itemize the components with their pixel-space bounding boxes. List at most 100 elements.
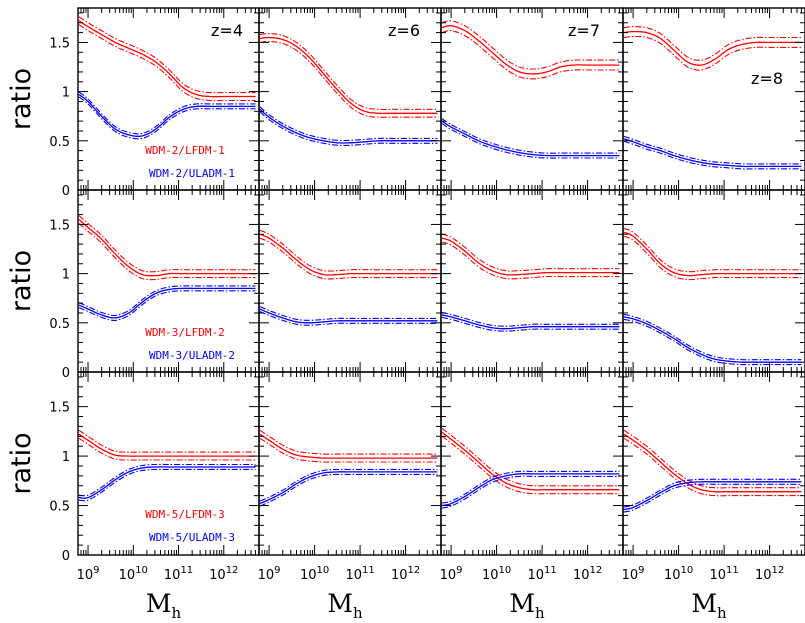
uladm-lower-band xyxy=(78,290,256,321)
uladm-upper-band xyxy=(441,118,620,154)
x-ticks xyxy=(440,8,624,190)
uladm-upper-band xyxy=(623,478,802,508)
lfdm-ratio-line xyxy=(259,36,438,115)
uladm-upper-band xyxy=(259,106,438,142)
uladm-upper-band xyxy=(79,463,256,497)
lfdm-lower-band xyxy=(623,235,802,281)
y-axis-label: ratio xyxy=(6,250,37,312)
panel-frame xyxy=(77,189,260,373)
uladm-lower-band xyxy=(78,96,256,140)
uladm-ratio-line xyxy=(623,138,802,168)
x-tick-label: 1010 xyxy=(482,565,511,583)
panels-layer xyxy=(77,7,805,556)
redshift-label: z=6 xyxy=(388,21,420,40)
x-ticks xyxy=(77,372,260,555)
x-ticks xyxy=(77,8,260,190)
x-ticks xyxy=(622,372,805,555)
x-ticks xyxy=(622,8,805,190)
lfdm-upper-band xyxy=(259,33,438,111)
uladm-upper-band xyxy=(623,135,802,165)
x-ticks xyxy=(258,372,442,555)
x-ticks xyxy=(258,190,442,372)
y-tick-label: 0.5 xyxy=(49,135,70,150)
legend-lfdm: WDM-3/LFDM-2 xyxy=(145,326,224,339)
uladm-lower-band xyxy=(623,140,802,170)
lfdm-ratio-line xyxy=(623,231,802,277)
y-ticks xyxy=(259,194,441,373)
panel-r1-c4 xyxy=(622,7,805,191)
y-ticks xyxy=(441,194,623,373)
redshift-label: z=8 xyxy=(751,69,783,88)
x-tick-label: 109 xyxy=(440,565,463,583)
x-ticks xyxy=(77,190,260,372)
redshift-label: z=4 xyxy=(211,21,243,40)
x-tick-label: 1012 xyxy=(573,565,602,583)
lfdm-upper-band xyxy=(259,229,438,272)
uladm-lower-band xyxy=(623,483,802,513)
y-tick-label: 0.5 xyxy=(49,500,70,515)
curves xyxy=(78,215,256,321)
lfdm-upper-band xyxy=(78,215,256,273)
x-tick-label: 1011 xyxy=(164,565,193,583)
panel-r2-c2 xyxy=(258,189,442,373)
lfdm-ratio-line xyxy=(259,433,438,459)
uladm-upper-band xyxy=(259,306,438,321)
curves xyxy=(441,20,620,159)
labels-layer: 0 0.5 1 1.5 ratio WDM-2/LFDM-1 WDM-2/ULADM-1 z=… xyxy=(6,21,784,622)
lfdm-ratio-line xyxy=(78,20,256,98)
x-tick-label: 109 xyxy=(258,565,281,583)
x-tick-label: 109 xyxy=(622,565,645,583)
curves xyxy=(441,427,620,509)
lfdm-lower-band xyxy=(259,237,438,280)
curves xyxy=(623,227,802,366)
uladm-lower-band xyxy=(441,316,620,332)
curves xyxy=(259,229,438,326)
x-tick-label: 1010 xyxy=(300,565,329,583)
lfdm-lower-band xyxy=(623,35,802,71)
uladm-upper-band xyxy=(259,468,438,502)
x-tick-label: 1012 xyxy=(391,565,420,583)
x-axis-label: Mh xyxy=(146,589,182,622)
y-tick-label: 0 xyxy=(62,184,70,199)
x-tick-label: 1010 xyxy=(664,565,693,583)
lfdm-ratio-line xyxy=(441,24,620,75)
panel-r3-c3 xyxy=(440,371,624,556)
lfdm-ratio-line xyxy=(259,233,438,276)
lfdm-lower-band xyxy=(623,437,802,497)
uladm-upper-band xyxy=(78,285,256,317)
x-tick-label: 1011 xyxy=(709,565,738,583)
uladm-lower-band xyxy=(259,111,438,146)
lfdm-lower-band xyxy=(441,30,620,80)
lfdm-lower-band xyxy=(78,437,256,461)
y-tick-label: 0.5 xyxy=(49,317,70,332)
uladm-lower-band xyxy=(441,475,620,509)
uladm-ratio-line xyxy=(78,466,256,499)
lfdm-lower-band xyxy=(441,241,620,280)
y-ticks xyxy=(441,376,623,556)
legend-uladm: WDM-2/ULADM-1 xyxy=(149,167,235,180)
y-axis-label: ratio xyxy=(6,432,37,494)
uladm-ratio-line xyxy=(259,308,438,324)
panel-r3-c4 xyxy=(622,371,805,556)
lfdm-upper-band xyxy=(623,429,802,489)
uladm-lower-band xyxy=(259,473,438,507)
y-ticks xyxy=(623,12,805,191)
y-ticks xyxy=(78,376,259,556)
x-tick-label: 1012 xyxy=(209,565,238,583)
panel-r3-c2 xyxy=(258,371,442,556)
y-tick-label: 1 xyxy=(62,450,70,465)
y-ticks xyxy=(259,376,441,556)
curves xyxy=(259,429,438,507)
x-tick-label: 1012 xyxy=(755,565,784,583)
curves xyxy=(78,429,256,502)
y-tick-label: 0 xyxy=(62,549,70,564)
uladm-ratio-line xyxy=(78,287,256,319)
legend-uladm: WDM-3/ULADM-2 xyxy=(149,349,235,362)
y-ticks xyxy=(623,376,805,556)
y-ticks xyxy=(78,194,259,373)
y-tick-label: 0 xyxy=(62,366,70,381)
lfdm-lower-band xyxy=(78,222,256,281)
x-axis-label: Mh xyxy=(691,589,727,622)
lfdm-upper-band xyxy=(623,26,802,61)
